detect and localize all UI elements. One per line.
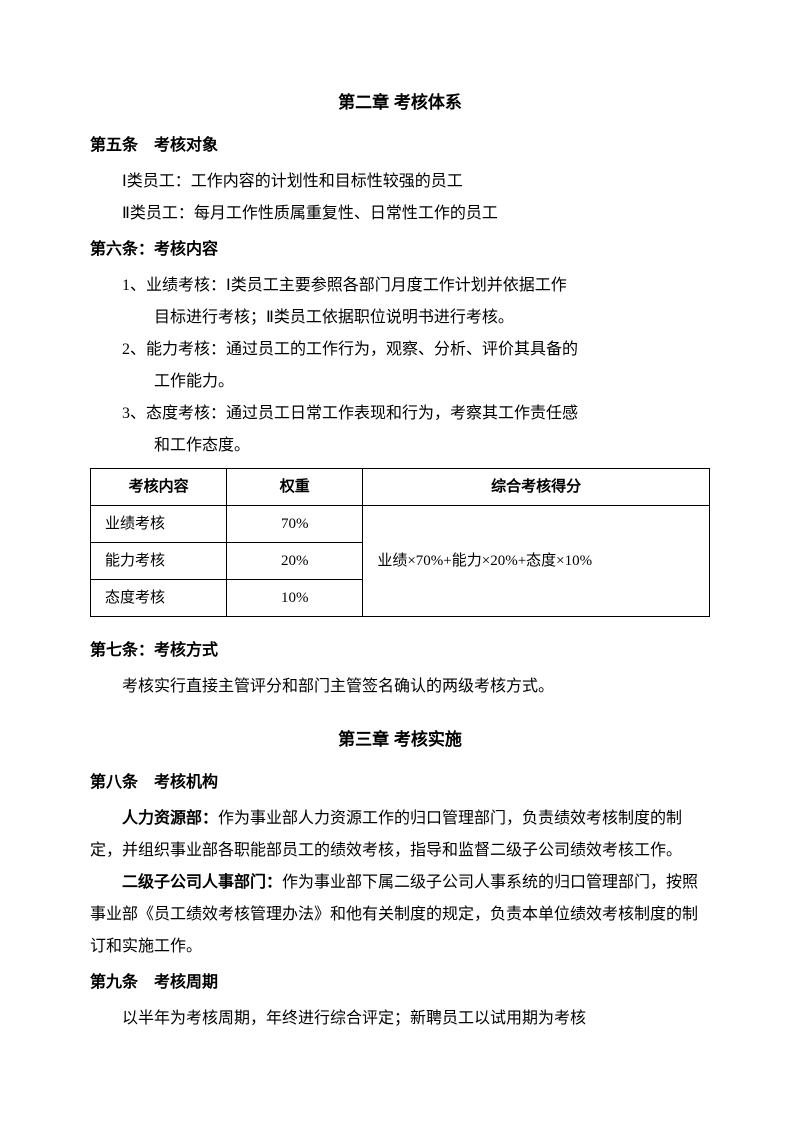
- spacer: [90, 703, 710, 717]
- td-name-2: 态度考核: [91, 580, 227, 617]
- td-name-0: 业绩考核: [91, 506, 227, 543]
- td-weight-1: 20%: [227, 543, 363, 580]
- article6-heading: 第六条：考核内容: [90, 234, 710, 266]
- td-name-1: 能力考核: [91, 543, 227, 580]
- article9-body: 以半年为考核周期，年终进行综合评定；新聘员工以试用期为考核: [90, 1003, 710, 1035]
- article5-line1: Ⅰ类员工：工作内容的计划性和目标性较强的员工: [90, 166, 710, 198]
- article6-item1b: 目标进行考核；Ⅱ类员工依据职位说明书进行考核。: [90, 302, 710, 334]
- article6-item2b: 工作能力。: [90, 366, 710, 398]
- article8-heading: 第八条 考核机构: [90, 767, 710, 799]
- article7-body: 考核实行直接主管评分和部门主管签名确认的两级考核方式。: [90, 671, 710, 703]
- article8-p1: 人力资源部：作为事业部人力资源工作的归口管理部门，负责绩效考核制度的制定，并组织…: [90, 803, 710, 867]
- article6-item1a: 1、业绩考核：Ⅰ类员工主要参照各部门月度工作计划并依据工作: [90, 270, 710, 302]
- article9-heading: 第九条 考核周期: [90, 967, 710, 999]
- table: 考核内容 权重 综合考核得分 业绩考核 70% 业绩×70%+能力×20%+态度…: [90, 468, 710, 617]
- article6-item2a: 2、能力考核：通过员工的工作行为，观察、分析、评价其具备的: [90, 334, 710, 366]
- article8-p1-bold: 人力资源部：: [122, 810, 218, 827]
- th-score: 综合考核得分: [363, 469, 710, 506]
- article8-p2: 二级子公司人事部门：作为事业部下属二级子公司人事系统的归口管理部门，按照事业部《…: [90, 867, 710, 963]
- chapter2-title: 第二章 考核体系: [90, 86, 710, 120]
- td-weight-0: 70%: [227, 506, 363, 543]
- article7-heading: 第七条：考核方式: [90, 635, 710, 667]
- document-page: 第二章 考核体系 第五条 考核对象 Ⅰ类员工：工作内容的计划性和目标性较强的员工…: [0, 0, 800, 1132]
- article5-heading: 第五条 考核对象: [90, 130, 710, 162]
- td-weight-2: 10%: [227, 580, 363, 617]
- th-weight: 权重: [227, 469, 363, 506]
- th-content: 考核内容: [91, 469, 227, 506]
- table-row: 业绩考核 70% 业绩×70%+能力×20%+态度×10%: [91, 506, 710, 543]
- chapter3-title: 第三章 考核实施: [90, 723, 710, 757]
- article5-line2: Ⅱ类员工：每月工作性质属重复性、日常性工作的员工: [90, 198, 710, 230]
- table-header-row: 考核内容 权重 综合考核得分: [91, 469, 710, 506]
- article6-item3a: 3、态度考核：通过员工日常工作表现和行为，考察其工作责任感: [90, 398, 710, 430]
- article8-p2-bold: 二级子公司人事部门：: [122, 874, 282, 891]
- td-formula: 业绩×70%+能力×20%+态度×10%: [363, 506, 710, 617]
- article6-item3b: 和工作态度。: [90, 430, 710, 462]
- assessment-table: 考核内容 权重 综合考核得分 业绩考核 70% 业绩×70%+能力×20%+态度…: [90, 468, 710, 617]
